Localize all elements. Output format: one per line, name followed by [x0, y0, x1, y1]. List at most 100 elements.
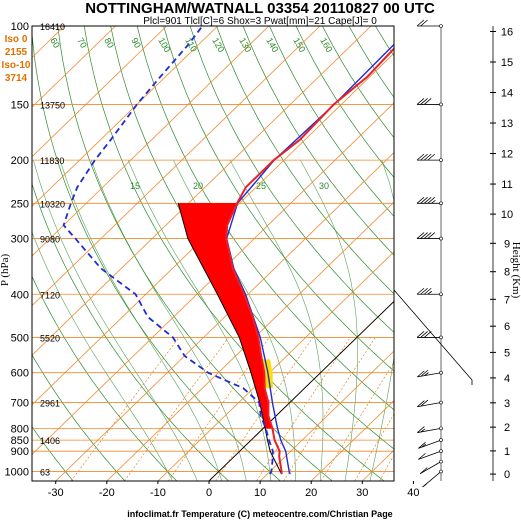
- adiabat-label: 140: [264, 36, 280, 54]
- parcel-trace: [177, 203, 283, 475]
- height-tick-label: 15: [501, 57, 513, 69]
- wind-barb: [416, 197, 443, 206]
- wind-barb-feather: [423, 331, 432, 338]
- wind-barb: [418, 449, 443, 460]
- chart-params: Plcl=901 Tlcl[C]=6 Shox=3 Pwat[mm]=21 Ca…: [143, 16, 377, 27]
- temperature-tick-label: -20: [99, 487, 115, 499]
- dry-adiabat-line: [32, 354, 126, 481]
- isotherm-line: [32, 26, 270, 257]
- height-tick-label: 2: [504, 422, 510, 434]
- height-tick-label: 1: [504, 446, 510, 458]
- wind-barb-station: [439, 236, 443, 241]
- wind-barb-station: [439, 438, 443, 442]
- wind-barb-station: [439, 24, 443, 28]
- wind-barb-feather: [416, 287, 425, 295]
- mixing-ratio-line: [256, 337, 351, 481]
- wind-barb-feather: [416, 19, 425, 27]
- wind-barb-feather: [416, 232, 425, 239]
- wind-barb: [416, 153, 443, 162]
- adiabat-label: 80: [102, 36, 116, 50]
- pressure-tick-label: 1000: [5, 467, 29, 479]
- wind-barb-feather: [416, 197, 425, 204]
- dry-adiabat-line: [110, 26, 394, 450]
- freezing-level-label: 3714: [5, 73, 28, 84]
- wind-barb: [422, 469, 443, 488]
- pressure-tick-label: 300: [11, 234, 29, 246]
- pressure-tick-label: 250: [11, 198, 29, 210]
- isotherm-line: [32, 52, 394, 406]
- mixing-ratio-line: [283, 337, 376, 481]
- adiabat-label: 130: [237, 36, 253, 54]
- adiabat-label: 160: [318, 36, 334, 54]
- mixing-ratio-line: [168, 337, 270, 481]
- adiabat-label: 110: [183, 36, 199, 53]
- wind-barb-feather: [416, 98, 425, 105]
- wind-barb-station: [439, 426, 443, 431]
- wind-barb-feather: [419, 467, 428, 474]
- isotherm-line: [157, 251, 394, 481]
- wind-barb-feather: [423, 287, 432, 295]
- wind-barb-half-feather: [431, 199, 436, 204]
- wind-barb-station: [439, 449, 443, 453]
- temperature-trace: [225, 47, 394, 475]
- wind-barb-half-feather: [420, 428, 426, 433]
- wind-barb-half-feather: [421, 443, 427, 448]
- wind-barb-station: [439, 201, 443, 206]
- pressure-tick-label: 850: [11, 435, 29, 447]
- freezing-level-label: 2155: [5, 47, 28, 58]
- dry-adiabat-line: [348, 26, 394, 98]
- moist-adiabat-line: [229, 159, 324, 481]
- height-tick-label: 13: [501, 118, 513, 130]
- height-label: 9080: [40, 235, 60, 245]
- wind-barb-half-feather: [422, 483, 427, 488]
- wind-barb: [417, 399, 443, 408]
- wind-barb-panel: [393, 19, 473, 488]
- temperature-tick-label: 40: [407, 487, 419, 499]
- wind-barb-station: [439, 469, 443, 474]
- moist-adiabat-line: [127, 159, 272, 481]
- height-tick-label: 4: [504, 373, 510, 385]
- wind-barb: [417, 369, 443, 378]
- moist-adiabat-label: 30: [319, 181, 329, 191]
- wind-barb-station: [439, 400, 443, 405]
- wind-barb-feather: [417, 426, 425, 433]
- height-tick-label: 12: [501, 149, 513, 161]
- height-label: 11830: [40, 156, 64, 166]
- wind-barb-feather: [416, 331, 425, 338]
- dry-adiabat-line: [163, 26, 394, 372]
- freezing-level-label: Iso 0: [5, 34, 28, 45]
- wind-barb-feather: [423, 232, 432, 239]
- chart-footer: infoclimat.fr Temperature (C) meteocentr…: [127, 509, 392, 519]
- y2-axis-label: Height (Km): [510, 242, 521, 299]
- wind-barb-feather: [427, 197, 436, 204]
- height-tick-label: 0: [504, 469, 510, 481]
- moist-adiabat-line: [90, 159, 247, 481]
- moist-adiabat-line: [300, 159, 358, 481]
- isotherm-line: [32, 26, 372, 356]
- chart-title: NOTTINGHAM/WATNALL 03354 20110827 00 UTC: [85, 0, 435, 17]
- wind-barb-feather: [418, 453, 426, 460]
- wind-barb: [418, 438, 443, 449]
- temperature-tick-labels: -30 -20 -10 0 10 20 30 40: [48, 481, 420, 499]
- dry-adiabat-line: [32, 426, 74, 481]
- adiabat-label: 60: [48, 36, 62, 50]
- moist-adiabat-line: [395, 160, 458, 481]
- wind-barb-staff: [418, 450, 442, 460]
- height-tick-label: 7: [504, 294, 510, 306]
- wind-barb-feather: [423, 153, 432, 161]
- height-label: 63: [40, 468, 50, 478]
- height-tick-label: 8: [504, 267, 510, 279]
- height-label: 1406: [40, 436, 60, 446]
- height-label: 5520: [40, 333, 60, 343]
- moist-adiabat-label: 20: [193, 181, 203, 191]
- wind-barb-station: [439, 102, 443, 107]
- pressure-tick-label: 150: [11, 99, 29, 111]
- wind-barb-feather: [420, 287, 428, 295]
- wind-barb: [419, 459, 443, 474]
- dry-adiabat-line: [32, 275, 178, 481]
- virtual-temperature-trace: [225, 43, 394, 475]
- wind-barb: [416, 19, 443, 28]
- freezing-box-bg: [0, 30, 31, 82]
